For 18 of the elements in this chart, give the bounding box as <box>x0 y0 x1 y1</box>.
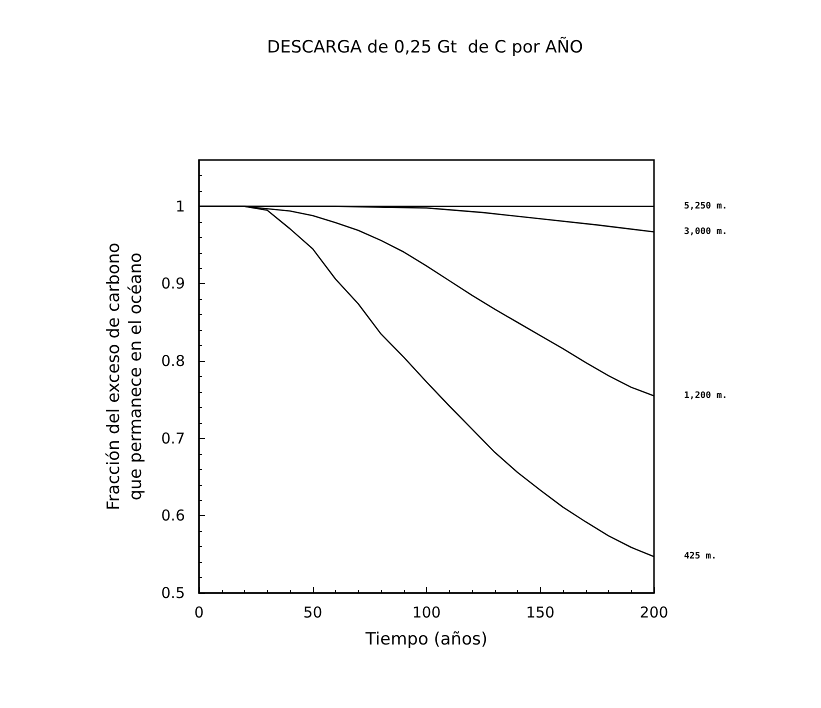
x-tick-label: 100 <box>412 604 441 622</box>
y-tick-label: 1 <box>175 197 185 216</box>
x-tick-label: 150 <box>526 604 555 622</box>
x-tick-label: 50 <box>303 604 322 622</box>
chart-title: DESCARGA de 0,25 Gt de C por AÑO <box>267 36 583 58</box>
text: 1,200 m. <box>684 390 728 401</box>
x-tick-label: 200 <box>640 604 668 622</box>
y-tick-label: 0.8 <box>161 352 185 370</box>
text: 425 m. <box>684 552 717 562</box>
text: 3,000 m. <box>684 226 728 237</box>
x-tick-label: 0 <box>194 604 204 622</box>
y-tick-label: 0.5 <box>161 584 185 602</box>
y-tick-label: 0.9 <box>161 274 185 293</box>
x-axis-title: Tiempo (años) <box>364 630 488 650</box>
y-tick-label: 0.6 <box>161 506 185 525</box>
y-axis-title: Fracción del exceso de carbono que permanece en el océano <box>104 242 146 510</box>
y-tick-label: 0.7 <box>161 429 185 448</box>
text: 5,250 m. <box>684 201 728 212</box>
